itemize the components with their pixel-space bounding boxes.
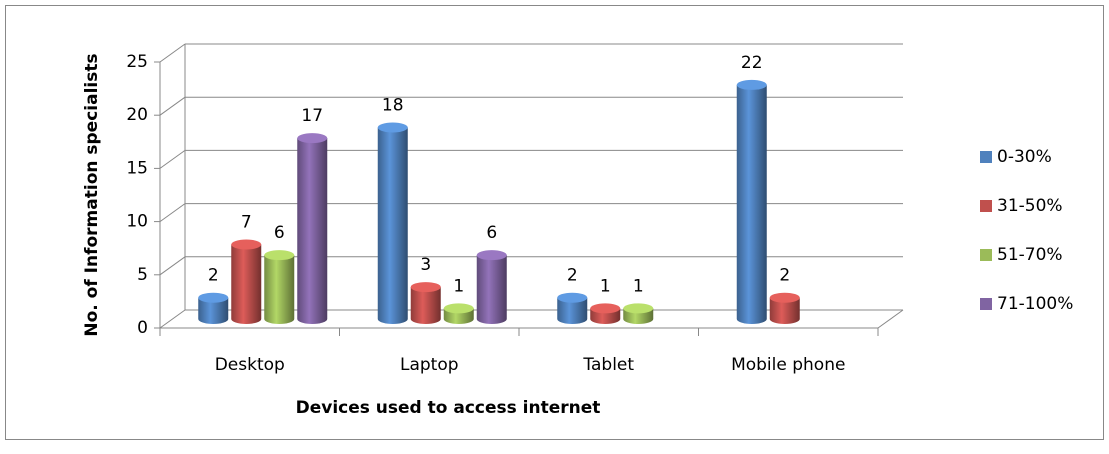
y-tick-label: 15 <box>126 158 148 178</box>
chart-border <box>5 5 1104 440</box>
value-label: 17 <box>301 106 323 126</box>
legend-swatch <box>980 249 992 261</box>
bar <box>297 133 328 324</box>
bar <box>476 250 507 324</box>
legend-label: 31-50% <box>997 196 1063 216</box>
bar <box>443 303 474 324</box>
bar-top <box>769 292 800 303</box>
bar-top <box>231 239 262 250</box>
bar-body <box>297 138 328 324</box>
value-label: 6 <box>274 223 285 243</box>
bar <box>264 250 295 324</box>
legend-swatch <box>980 200 992 212</box>
bar <box>736 79 767 324</box>
y-tick-label: 5 <box>137 265 148 285</box>
bar-body <box>231 244 262 324</box>
y-tick-label: 25 <box>126 52 148 72</box>
value-label: 1 <box>633 276 644 296</box>
bar-body <box>264 255 295 324</box>
value-label: 18 <box>382 95 404 115</box>
value-label: 1 <box>453 276 464 296</box>
value-label: 2 <box>779 266 790 286</box>
value-label: 3 <box>420 255 431 275</box>
legend-swatch <box>980 298 992 310</box>
bar-body <box>736 84 767 324</box>
bar-body <box>198 297 229 324</box>
bar-top <box>623 303 654 314</box>
value-label: 6 <box>486 223 497 243</box>
value-label: 2 <box>567 266 578 286</box>
legend-swatch <box>980 151 992 163</box>
bar <box>769 292 800 324</box>
bar <box>231 239 262 324</box>
y-tick-label: 0 <box>137 318 148 338</box>
y-tick-label: 20 <box>126 105 148 125</box>
bar-top <box>198 292 229 303</box>
floor-line <box>877 309 904 329</box>
grid-line <box>159 309 186 329</box>
bar-body <box>557 297 588 324</box>
bar-top <box>476 250 507 261</box>
bar-top <box>297 133 328 144</box>
bar <box>623 303 654 324</box>
bar-top <box>264 250 295 261</box>
value-label: 7 <box>241 213 252 233</box>
bar-body <box>377 127 408 324</box>
bar-top <box>410 282 441 293</box>
legend-label: 51-70% <box>997 245 1063 265</box>
legend-label: 0-30% <box>997 147 1052 167</box>
bar <box>590 303 621 324</box>
grid-line <box>159 43 186 63</box>
bar <box>198 292 229 324</box>
bar-top <box>377 122 408 133</box>
bar-body <box>769 297 800 324</box>
value-label: 22 <box>741 53 763 73</box>
value-label: 1 <box>600 276 611 296</box>
bar-top <box>443 303 474 314</box>
x-tick-label: Mobile phone <box>731 355 845 375</box>
value-label: 2 <box>208 266 219 286</box>
bar <box>410 282 441 324</box>
bar-body <box>410 287 441 324</box>
bar-top <box>557 292 588 303</box>
bar <box>377 122 408 324</box>
grid-line <box>159 149 186 169</box>
x-axis-title: Devices used to access internet <box>296 398 601 418</box>
bar-top <box>736 79 767 90</box>
grid-line <box>159 96 186 116</box>
x-tick-label: Laptop <box>400 355 459 375</box>
x-tick-label: Desktop <box>215 355 285 375</box>
bar-top <box>590 303 621 314</box>
bar-body <box>476 255 507 324</box>
x-tick-label: Tablet <box>582 355 634 375</box>
grid-line <box>159 256 186 276</box>
grid-line <box>159 203 186 223</box>
y-axis-title: No. of Information specialists <box>82 53 102 336</box>
legend-label: 71-100% <box>997 294 1073 314</box>
bar <box>557 292 588 324</box>
y-tick-label: 10 <box>126 212 148 232</box>
